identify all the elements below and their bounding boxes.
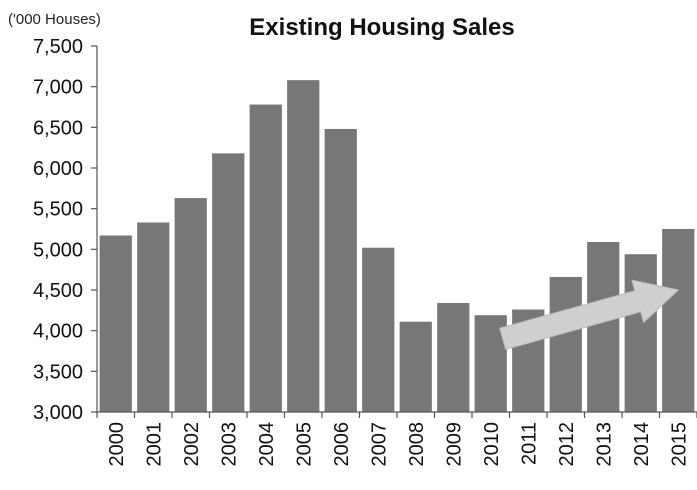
- x-tick-label: 2007: [368, 422, 390, 467]
- y-tick-label: 5,000: [33, 239, 83, 261]
- trend-arrow: [499, 279, 680, 351]
- bar-2003: [212, 153, 245, 413]
- bars: [99, 80, 695, 413]
- x-tick-label: 2012: [556, 422, 578, 467]
- x-tick-label: 2004: [256, 422, 278, 467]
- bar-2015: [662, 229, 695, 412]
- bar-2001: [137, 222, 170, 412]
- trend-annotation: [499, 279, 680, 351]
- units-label: ('000 Houses): [8, 11, 101, 28]
- x-tick-label: 2013: [593, 422, 615, 467]
- x-axis: 2000 2001 2002 2003 2004 2005 2006 2007 2008 2009…: [96, 411, 697, 467]
- x-tick-label: 2001: [143, 422, 165, 467]
- y-tick-label: 7,000: [33, 77, 83, 99]
- x-tick-label: 2009: [443, 422, 465, 467]
- y-tick-label: 3,000: [33, 402, 83, 424]
- y-tick-label: 3,500: [33, 361, 83, 383]
- bar-2008: [399, 321, 432, 412]
- y-tick-label: 6,000: [33, 158, 83, 180]
- chart-title: Existing Housing Sales: [249, 14, 514, 41]
- y-tick-label: 5,500: [33, 199, 83, 221]
- x-tick-label: 2005: [293, 422, 315, 467]
- y-tick-label: 7,500: [33, 36, 83, 58]
- x-tick-label: 2008: [406, 422, 428, 467]
- x-tick-label: 2014: [631, 422, 653, 467]
- x-tick-label: 2010: [481, 422, 503, 467]
- x-tick-label: 2011: [518, 422, 540, 465]
- y-tick-label: 6,500: [33, 117, 83, 139]
- x-tick-label: 2002: [181, 422, 203, 467]
- bar-2004: [249, 104, 282, 412]
- bar-2014: [624, 254, 657, 412]
- bar-2002: [174, 198, 207, 412]
- bar-2009: [437, 303, 470, 412]
- bar-2007: [362, 247, 395, 412]
- bar-2000: [99, 235, 132, 412]
- y-tick-label: 4,000: [33, 321, 83, 343]
- bar-2012: [549, 276, 582, 412]
- bar-2013: [587, 242, 620, 412]
- bar-2005: [287, 80, 320, 412]
- x-tick-label: 2015: [668, 422, 690, 467]
- x-tick-label: 2006: [331, 422, 353, 467]
- x-tick-label: 2000: [106, 422, 128, 467]
- bar-2006: [324, 128, 357, 412]
- x-tick-label: 2003: [218, 422, 240, 467]
- y-axis: 3,000 3,500 4,000 4,500 5,000 5,500 6,000 6,500…: [33, 36, 98, 424]
- y-tick-label: 4,500: [33, 280, 83, 302]
